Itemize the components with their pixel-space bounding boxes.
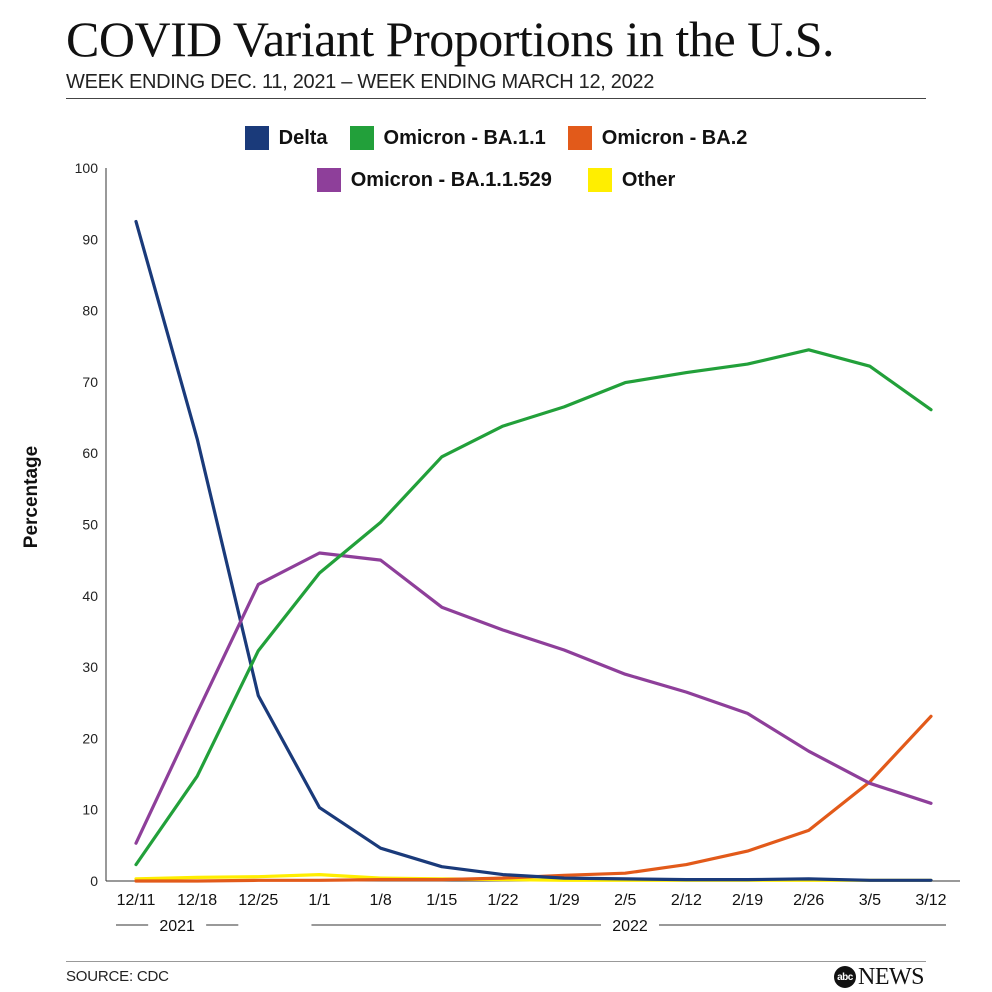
- x-tick-label: 2/12: [671, 892, 702, 909]
- legend-item-omicron-ba-2: Omicron - BA.2: [567, 124, 748, 152]
- legend-item-delta: Delta: [244, 124, 328, 152]
- legend-label-omicron-ba-1-1: Omicron - BA.1.1: [383, 127, 546, 149]
- legend-swatch-omicron-ba-1-1: [349, 126, 374, 150]
- series-line-omicron-ba-2: [134, 714, 933, 883]
- x-tick-label: 12/11: [117, 892, 156, 909]
- legend-label-delta: Delta: [278, 127, 328, 149]
- y-tick-label: 50: [82, 517, 98, 533]
- y-tick-label: 40: [82, 588, 98, 604]
- y-tick-label: 0: [90, 873, 98, 889]
- x-tick-label: 2/19: [732, 892, 763, 909]
- y-tick-label: 60: [82, 445, 98, 461]
- x-tick-label: 3/12: [915, 892, 946, 909]
- legend-swatch-omicron-ba-2: [567, 126, 592, 150]
- legend-swatch-other: [587, 168, 612, 192]
- legend-item-omicron-ba-1-1-529: Omicron - BA.1.1.529: [316, 166, 552, 194]
- y-tick-label: 20: [82, 730, 98, 746]
- y-tick-label: 90: [82, 231, 98, 247]
- x-tick-label: 1/1: [308, 892, 330, 909]
- x-tick-label: 12/25: [238, 892, 278, 909]
- x-tick-label: 12/18: [177, 892, 217, 909]
- year-label: 2022: [612, 918, 648, 935]
- y-tick-label: 70: [82, 374, 98, 390]
- y-tick-label: 80: [82, 303, 98, 319]
- x-tick-label: 2/26: [793, 892, 824, 909]
- legend-label-omicron-ba-2: Omicron - BA.2: [601, 127, 748, 149]
- y-tick-label: 100: [75, 160, 99, 176]
- abc-logo-mark: abc: [834, 966, 856, 988]
- series-line-omicron-ba-1-1: [134, 348, 933, 867]
- legend-item-other: Other: [587, 166, 676, 194]
- chart-subtitle: WEEK ENDING DEC. 11, 2021 – WEEK ENDING …: [66, 71, 655, 93]
- x-tick-label: 1/8: [369, 892, 391, 909]
- legend-label-omicron-ba-1-1-529: Omicron - BA.1.1.529: [350, 169, 552, 191]
- year-label: 2021: [159, 918, 195, 935]
- abc-news-logo: abc NEWS: [834, 963, 925, 991]
- y-tick-label: 30: [82, 659, 98, 675]
- x-tick-label: 1/15: [426, 892, 457, 909]
- x-tick-label: 3/5: [859, 892, 881, 909]
- legend-swatch-omicron-ba-1-1-529: [316, 168, 341, 192]
- x-tick-label: 1/29: [549, 892, 580, 909]
- legend-row-2: Omicron - BA.1.1.529 Other: [0, 166, 992, 194]
- y-tick-label: 10: [82, 802, 98, 818]
- legend-row-1: Delta Omicron - BA.1.1 Omicron - BA.2: [0, 124, 992, 152]
- news-wordmark: NEWS: [858, 964, 925, 990]
- series-line-omicron-ba-1-1-529: [134, 551, 933, 845]
- series-line-delta: [134, 219, 933, 882]
- legend-label-other: Other: [621, 169, 676, 191]
- footer-divider: [66, 961, 926, 962]
- legend-item-omicron-ba-1-1: Omicron - BA.1.1: [349, 124, 546, 152]
- source-note: SOURCE: CDC: [66, 968, 169, 985]
- header-divider: [66, 98, 926, 99]
- chart-title: COVID Variant Proportions in the U.S.: [66, 11, 835, 67]
- legend-swatch-delta: [244, 126, 269, 150]
- x-tick-label: 1/22: [487, 892, 518, 909]
- x-tick-label: 2/5: [614, 892, 636, 909]
